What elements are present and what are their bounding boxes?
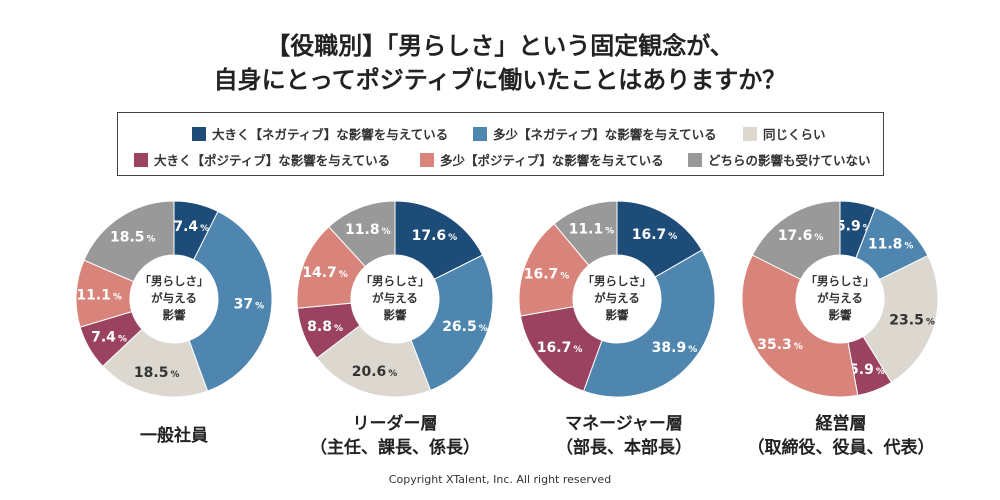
center-label: 「男らしさ」 bbox=[140, 274, 209, 288]
data-label: 23.5% bbox=[889, 313, 935, 329]
legend-label: 同じくらい bbox=[763, 127, 826, 142]
legend-swatch bbox=[743, 126, 757, 141]
data-label: 16.7% bbox=[524, 266, 570, 282]
data-label: 35.3% bbox=[757, 337, 803, 353]
data-label: 11.1% bbox=[76, 288, 122, 304]
chart-label-line2: （部長、本部長） bbox=[556, 438, 692, 458]
data-label: 17.6% bbox=[778, 228, 824, 244]
legend-label: 大きく【ネガティブ】な影響を与えている bbox=[212, 127, 449, 142]
data-label: 11.8% bbox=[345, 222, 391, 238]
chart-label-leader: リーダー層 （主任、課長、係長） bbox=[285, 412, 505, 460]
center-label: が与える bbox=[594, 291, 640, 305]
legend-item-some-negative: 多少【ネガティブ】な影響を与えている bbox=[473, 124, 717, 143]
center-label: が与える bbox=[372, 291, 418, 305]
slice-same bbox=[316, 324, 432, 398]
slice-some-negative bbox=[188, 210, 273, 392]
legend-swatch bbox=[420, 152, 434, 167]
slice-none bbox=[83, 200, 175, 283]
data-label: 18.5% bbox=[110, 229, 156, 245]
center-label: が与える bbox=[817, 291, 863, 305]
data-label: 38.9% bbox=[652, 340, 698, 356]
donut-chart: 17.6 %26.5 %20.6 %8.8 %14.7 %11.8 %「男らしさ」が与える影… bbox=[296, 200, 494, 398]
data-label: 26.5% bbox=[442, 319, 488, 335]
chart-label-manager: マネージャー層 （部長、本部長） bbox=[514, 412, 734, 460]
center-label: 「男らしさ」 bbox=[361, 274, 430, 288]
slice-none bbox=[751, 200, 841, 280]
chart-label-executive: 経営層 （取締役、役員、代表） bbox=[731, 412, 951, 460]
slice-same bbox=[862, 254, 939, 384]
data-label: 14.7% bbox=[302, 265, 348, 281]
chart-title-line1: 【役職別】「男らしさ」という固定観念が、 bbox=[266, 32, 734, 60]
chart-label-line1: 一般社員 bbox=[140, 426, 208, 446]
legend-label: 大きく【ポジティブ】な影響を与えている bbox=[154, 153, 391, 168]
legend-swatch bbox=[192, 126, 206, 141]
data-label: 16.7% bbox=[537, 340, 583, 356]
legend-item-none: どちらの影響も受けていない bbox=[688, 150, 871, 169]
legend-swatch bbox=[473, 126, 487, 141]
chart-label-line1: リーダー層 bbox=[352, 414, 438, 434]
legend-label: 多少【ネガティブ】な影響を与えている bbox=[493, 127, 717, 142]
center-label: 影響 bbox=[829, 308, 852, 322]
slice-some-negative bbox=[582, 249, 716, 398]
slice-some-positive bbox=[741, 254, 859, 398]
chart-label-line1: マネージャー層 bbox=[565, 414, 683, 434]
slice-large-negative bbox=[394, 200, 484, 280]
center-label: 影響 bbox=[163, 308, 186, 322]
center-label: 影響 bbox=[384, 308, 407, 322]
data-label: 20.6% bbox=[352, 364, 398, 380]
legend-swatch bbox=[688, 152, 702, 167]
legend-item-large-positive: 大きく【ポジティブ】な影響を与えている bbox=[134, 150, 390, 169]
legend-item-large-negative: 大きく【ネガティブ】な影響を与えている bbox=[192, 124, 448, 143]
copyright: Copyright XTalent, Inc. All right reserv… bbox=[388, 473, 612, 486]
chart-label-line1: 経営層 bbox=[815, 414, 867, 434]
legend-label: どちらの影響も受けていない bbox=[708, 153, 871, 168]
legend-label: 多少【ポジティブ】な影響を与えている bbox=[440, 153, 664, 168]
data-label: 18.5% bbox=[134, 365, 180, 381]
data-label: 17.6% bbox=[412, 228, 458, 244]
center-label: 影響 bbox=[606, 308, 629, 322]
center-label: 「男らしさ」 bbox=[806, 274, 875, 288]
slice-some-negative bbox=[410, 254, 494, 391]
legend: 大きく【ネガティブ】な影響を与えている 多少【ネガティブ】な影響を与えている 同… bbox=[117, 112, 884, 176]
center-label: 「男らしさ」 bbox=[583, 274, 652, 288]
data-label: 11.1% bbox=[569, 222, 615, 238]
chart-label-line2: （取締役、役員、代表） bbox=[747, 438, 935, 458]
chart-label-line2: （主任、課長、係長） bbox=[310, 438, 480, 458]
legend-item-same: 同じくらい bbox=[743, 124, 826, 143]
slice-none bbox=[328, 200, 396, 268]
slice-none bbox=[553, 200, 618, 266]
chart-title-line2: 自身にとってポジティブに働いたことはありますか？ bbox=[213, 66, 787, 94]
legend-item-some-positive: 多少【ポジティブ】な影響を与えている bbox=[420, 150, 664, 169]
legend-swatch bbox=[134, 152, 148, 167]
data-label: 11.8% bbox=[868, 237, 914, 253]
data-label: 16.7% bbox=[632, 227, 678, 243]
chart-label-general-staff: 一般社員 bbox=[64, 424, 284, 448]
center-label: が与える bbox=[151, 291, 197, 305]
